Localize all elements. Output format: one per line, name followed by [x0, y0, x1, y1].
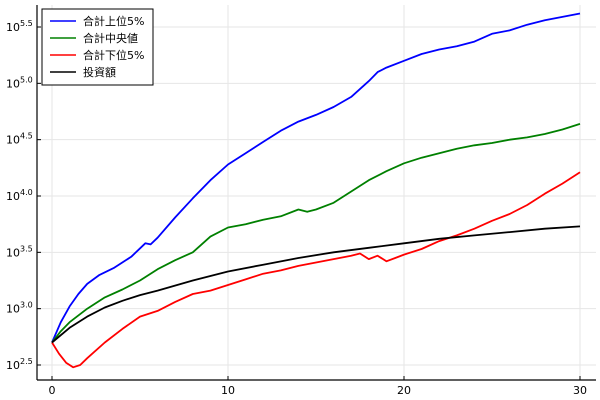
- y-tick-label: 104.5: [6, 132, 33, 147]
- series-lines: [51, 12, 581, 369]
- y-tick-label: 105.0: [6, 75, 33, 90]
- x-axis-ticks: 0 10 20 30: [49, 376, 587, 397]
- legend-label: 合計下位5%: [83, 48, 144, 62]
- series-line: [51, 171, 581, 369]
- axes: [36, 5, 596, 381]
- legend-label: 合計中央値: [83, 31, 138, 45]
- series-line: [51, 225, 581, 344]
- y-tick-label: 103.0: [6, 301, 33, 316]
- y-tick-label: 104.0: [6, 188, 33, 203]
- legend-label: 投資額: [83, 65, 116, 79]
- x-tick-label: 10: [221, 384, 235, 397]
- series-line: [51, 123, 581, 344]
- series-line: [51, 12, 581, 343]
- y-tick-label: 105.5: [6, 19, 33, 34]
- legend-label: 合計上位5%: [83, 14, 144, 28]
- x-tick-label: 30: [573, 384, 587, 397]
- y-tick-label: 102.5: [6, 357, 33, 372]
- y-axis-ticks: 102.5 103.0 103.5 104.0 104.5 105.0 105.5: [6, 19, 41, 372]
- y-tick-label: 103.5: [6, 244, 33, 259]
- x-tick-label: 0: [49, 384, 56, 397]
- x-tick-label: 20: [397, 384, 411, 397]
